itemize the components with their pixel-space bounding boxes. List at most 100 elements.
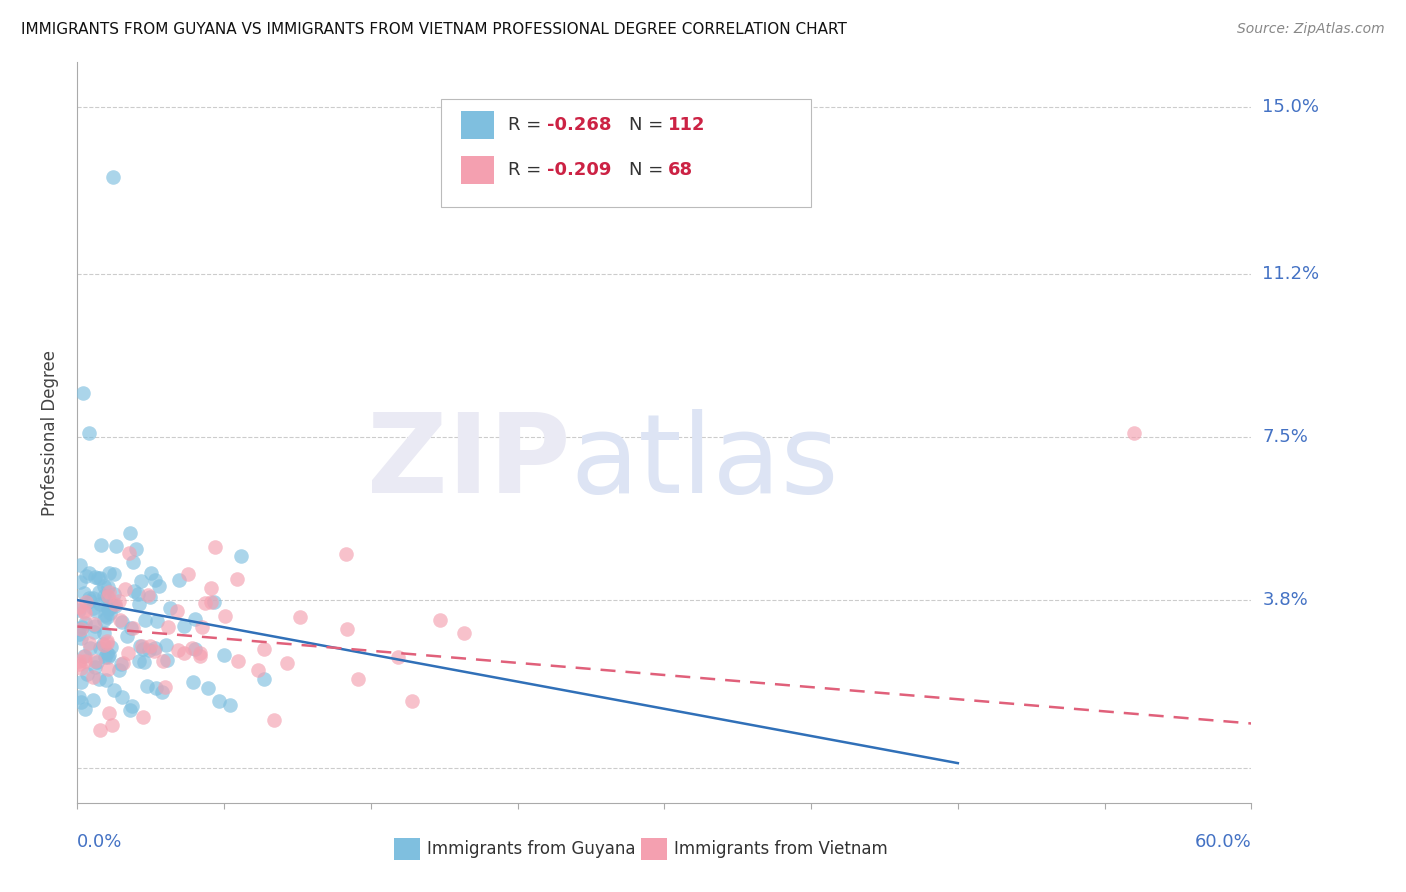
Text: Source: ZipAtlas.com: Source: ZipAtlas.com (1237, 22, 1385, 37)
Point (122, 621, 145, 635)
Point (89, 571, 111, 585)
Point (110, 657, 132, 672)
Text: atlas: atlas (571, 409, 839, 516)
Point (183, 642, 205, 657)
Point (188, 648, 211, 663)
Point (173, 619, 195, 633)
Point (118, 526, 141, 541)
Point (212, 648, 235, 662)
Text: N =: N = (628, 161, 669, 178)
Point (79, 594, 101, 608)
Point (155, 638, 177, 652)
Point (97, 580, 120, 594)
Point (128, 654, 150, 668)
Point (96, 610, 118, 624)
Point (75, 595, 97, 609)
Point (114, 582, 136, 596)
Point (200, 595, 222, 609)
Point (105, 539, 128, 553)
Point (173, 646, 195, 660)
Text: IMMIGRANTS FROM GUYANA VS IMMIGRANTS FROM VIETNAM PROFESSIONAL DEGREE CORRELATIO: IMMIGRANTS FROM GUYANA VS IMMIGRANTS FRO… (21, 22, 846, 37)
Point (150, 684, 173, 698)
Point (111, 690, 134, 705)
Point (453, 625, 475, 640)
Point (86, 655, 108, 669)
Point (169, 573, 191, 587)
Point (194, 596, 217, 610)
Point (143, 641, 166, 656)
Point (75, 702, 97, 716)
Point (103, 587, 125, 601)
Text: -0.209: -0.209 (547, 161, 612, 178)
Point (96, 590, 118, 604)
Point (136, 679, 159, 693)
Point (142, 643, 165, 657)
Point (103, 598, 125, 612)
Point (177, 567, 200, 582)
Point (98, 602, 121, 616)
Point (82, 670, 104, 684)
Text: Immigrants from Vietnam: Immigrants from Vietnam (673, 839, 887, 858)
Text: -0.268: -0.268 (547, 116, 612, 135)
Point (346, 673, 368, 687)
Point (97, 590, 120, 604)
Point (90, 538, 112, 552)
Point (139, 591, 162, 605)
Point (72, 386, 94, 401)
FancyBboxPatch shape (461, 112, 494, 139)
Point (124, 542, 146, 557)
Point (70, 620, 93, 634)
Point (127, 587, 149, 601)
Point (103, 682, 125, 697)
Point (129, 574, 152, 588)
Point (67, 599, 90, 614)
Point (82, 600, 104, 615)
Point (96, 673, 118, 687)
FancyBboxPatch shape (641, 838, 666, 860)
Point (69, 695, 91, 709)
Point (73, 604, 96, 618)
Point (132, 641, 155, 656)
Point (226, 654, 249, 668)
Point (100, 640, 122, 654)
Point (97, 662, 120, 676)
Text: ZIP: ZIP (367, 409, 571, 516)
Point (73, 615, 96, 630)
Point (89, 640, 111, 655)
Point (83, 618, 105, 632)
Point (77, 591, 100, 605)
Text: 11.2%: 11.2% (1263, 265, 1320, 283)
Y-axis label: Professional Degree: Professional Degree (41, 350, 59, 516)
Point (143, 573, 166, 587)
Point (93, 589, 115, 603)
Text: Immigrants from Guyana: Immigrants from Guyana (427, 839, 636, 858)
Point (148, 579, 170, 593)
Point (93, 613, 115, 627)
Point (97, 585, 120, 599)
Point (253, 642, 276, 657)
Point (73, 654, 96, 668)
Point (89, 723, 111, 738)
Point (67, 657, 90, 672)
FancyBboxPatch shape (441, 99, 811, 207)
Point (156, 620, 179, 634)
Point (225, 572, 247, 586)
Point (662, 183, 685, 197)
Point (87, 585, 110, 599)
Point (139, 566, 162, 580)
Point (101, 169, 124, 184)
Point (121, 699, 143, 714)
Point (1123, 425, 1146, 440)
Point (218, 698, 240, 713)
Point (120, 621, 142, 635)
Point (69, 661, 91, 675)
Text: 0.0%: 0.0% (77, 833, 122, 851)
Point (401, 694, 423, 708)
Point (197, 681, 219, 696)
Point (84, 660, 107, 674)
Point (429, 613, 451, 627)
Point (204, 540, 226, 554)
Text: 3.8%: 3.8% (1263, 591, 1308, 609)
Text: N =: N = (628, 116, 669, 135)
Point (118, 703, 141, 717)
